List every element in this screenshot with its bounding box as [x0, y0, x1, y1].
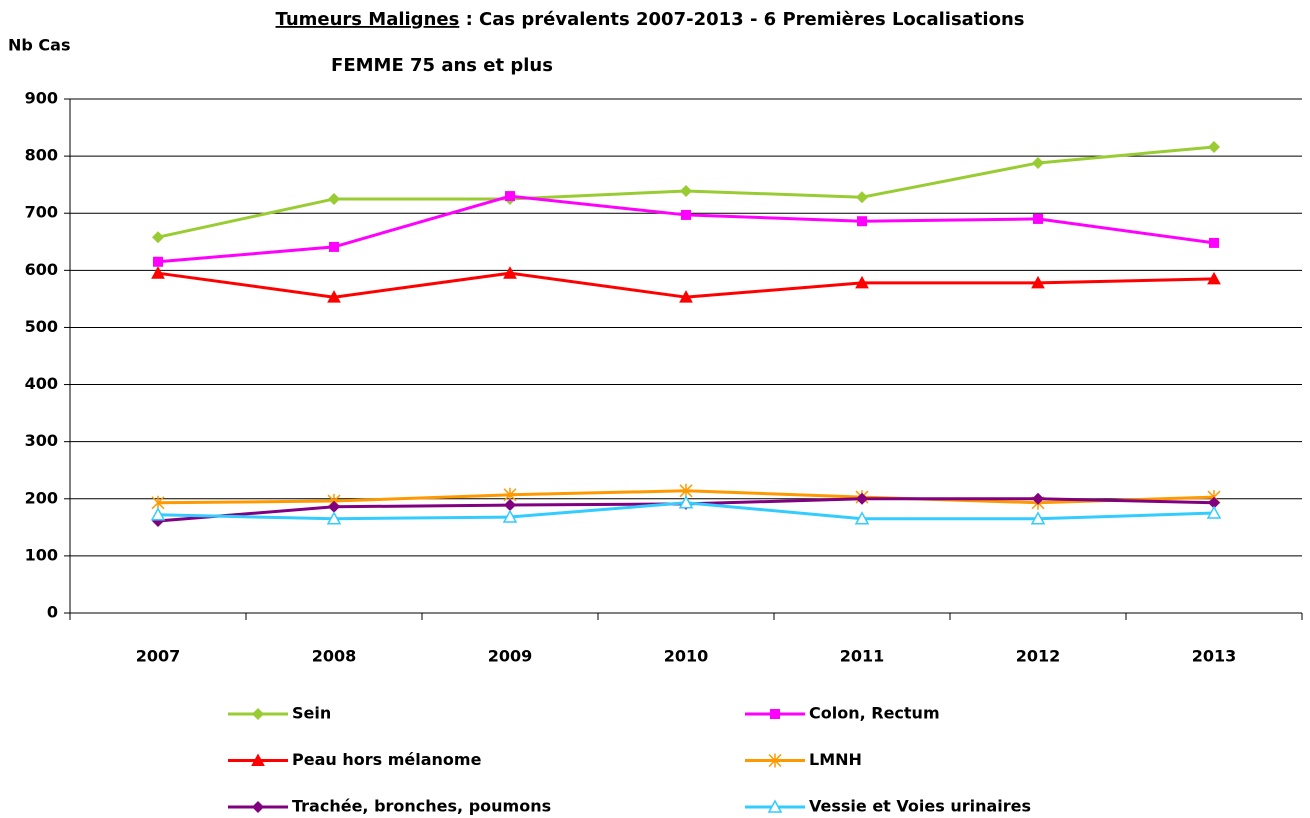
legend-label: LMNH [809, 750, 862, 769]
x-tick-label: 2007 [136, 647, 181, 666]
chart-subtitle: FEMME 75 ans et plus [331, 55, 553, 76]
data-point [857, 216, 867, 227]
data-point [503, 266, 517, 279]
y-tick-label: 0 [47, 603, 58, 622]
legend-label: Trachée, bronches, poumons [292, 797, 551, 816]
title-part: : Cas prévalents 2007-2013 - 6 Premières… [459, 9, 1024, 30]
data-point [151, 266, 165, 279]
data-point [328, 192, 340, 205]
legend-marker [252, 708, 264, 720]
y-tick-label: 500 [25, 317, 58, 336]
x-tick-label: 2011 [840, 647, 885, 666]
x-tick-label: 2012 [1016, 647, 1061, 666]
y-tick-label: 600 [25, 260, 58, 279]
data-point [856, 191, 868, 204]
data-point [855, 275, 869, 289]
x-tick-label: 2009 [488, 647, 533, 666]
data-point [1031, 275, 1045, 289]
data-point [1209, 237, 1219, 248]
data-point [150, 507, 166, 521]
data-point [152, 231, 164, 244]
data-point [681, 209, 691, 220]
series-line [157, 194, 1215, 264]
data-point [1033, 213, 1043, 224]
data-point [678, 495, 694, 509]
y-axis-label: Nb Cas [8, 36, 70, 55]
data-point [856, 492, 868, 505]
data-point [328, 500, 340, 513]
data-point [1208, 140, 1220, 153]
y-tick-label: 400 [25, 374, 58, 393]
y-tick-label: 700 [25, 203, 58, 222]
data-point [502, 509, 518, 523]
data-point [1032, 156, 1044, 169]
legend-label: Sein [292, 704, 331, 723]
legend-label: Colon, Rectum [809, 704, 940, 723]
legend-label: Vessie et Voies urinaires [809, 797, 1031, 816]
data-point [1030, 511, 1046, 525]
chart-title: Tumeurs Malignes : Cas prévalents 2007-2… [276, 9, 1025, 30]
y-tick-label: 900 [25, 89, 58, 108]
data-point [504, 499, 516, 512]
legend-marker [252, 801, 264, 813]
title-part: Tumeurs Malignes [276, 9, 460, 30]
x-tick-label: 2008 [312, 647, 357, 666]
data-point [680, 184, 692, 197]
legend-label: Peau hors mélanome [292, 750, 482, 769]
data-point [854, 511, 870, 525]
y-tick-label: 100 [25, 545, 58, 564]
legend-marker [770, 709, 780, 719]
data-point [1032, 492, 1044, 505]
data-point [1206, 505, 1222, 519]
y-tick-label: 300 [25, 431, 58, 450]
legend-marker [251, 753, 265, 766]
x-tick-label: 2013 [1192, 647, 1237, 666]
data-point [153, 256, 163, 267]
legend-marker [768, 753, 782, 768]
data-point [329, 241, 339, 252]
data-point [326, 511, 342, 525]
legend-marker [767, 799, 783, 813]
data-point [1208, 496, 1220, 509]
data-point [327, 290, 341, 303]
y-tick-label: 200 [25, 488, 58, 507]
data-point [505, 191, 515, 202]
data-point [679, 290, 693, 303]
data-point [1207, 271, 1221, 285]
y-tick-label: 800 [25, 146, 58, 165]
x-tick-label: 2010 [664, 647, 709, 666]
